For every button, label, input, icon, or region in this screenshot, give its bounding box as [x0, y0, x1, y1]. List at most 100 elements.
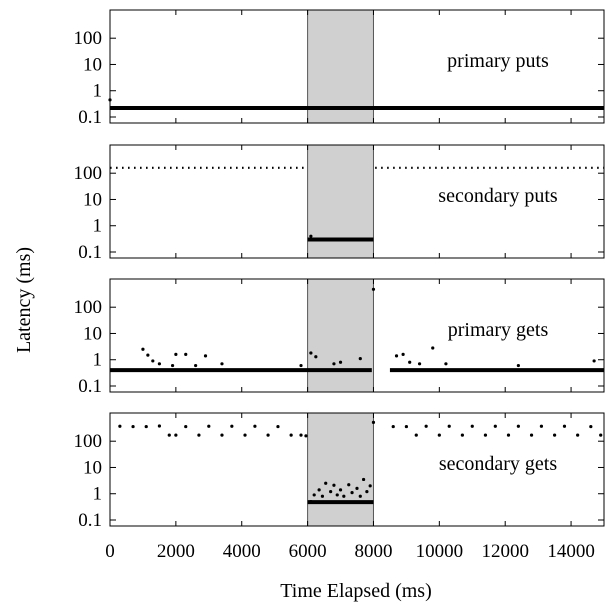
data-point — [304, 434, 308, 438]
data-point — [355, 486, 359, 490]
data-point — [329, 490, 333, 494]
data-point — [299, 363, 303, 368]
panel-frame — [109, 278, 605, 393]
data-point — [118, 424, 122, 428]
data-point — [314, 355, 318, 359]
y-tick-label: 10 — [83, 54, 102, 75]
data-point — [317, 488, 321, 492]
data-point — [203, 354, 208, 358]
data-point — [141, 347, 145, 351]
y-tick-label: 1 — [93, 484, 103, 505]
panel-3: 0.1 1 10 100 primary gets — [74, 278, 605, 397]
data-point — [324, 481, 328, 485]
data-point — [157, 424, 161, 428]
data-point — [401, 352, 405, 356]
data-point — [483, 433, 488, 437]
data-point — [358, 494, 362, 498]
data-point — [338, 360, 343, 364]
shaded-region — [307, 10, 374, 123]
data-point — [332, 362, 336, 366]
data-point — [358, 357, 362, 361]
y-tick-label: 1 — [93, 81, 103, 102]
data-point — [460, 433, 464, 437]
data-point — [243, 433, 247, 437]
x-tick-label: 0 — [105, 541, 115, 562]
data-point — [553, 433, 557, 437]
data-point — [194, 363, 198, 368]
data-point — [361, 477, 366, 482]
data-point — [404, 424, 408, 429]
data-point — [289, 433, 293, 437]
data-point — [371, 420, 376, 424]
data-point — [174, 352, 178, 356]
data-point — [151, 359, 155, 363]
data-point — [350, 491, 354, 495]
data-point — [157, 362, 161, 366]
data-point — [342, 494, 346, 498]
data-point — [144, 424, 148, 429]
y-tick-label: 10 — [83, 189, 102, 210]
x-tick-label: 14000 — [547, 541, 595, 562]
data-point — [332, 483, 336, 487]
panel-2: 0.1 1 10 100 secondary puts — [74, 144, 605, 263]
data-point — [220, 362, 224, 366]
panel-frame — [109, 9, 605, 124]
data-point — [589, 424, 593, 429]
x-tick-label: 2000 — [157, 541, 195, 562]
panel-label: secondary puts — [438, 185, 558, 207]
data-point — [408, 360, 412, 364]
data-point — [276, 424, 280, 429]
data-point — [365, 490, 369, 494]
data-point — [391, 424, 395, 429]
data-point — [470, 424, 474, 428]
x-tick-label: 6000 — [289, 541, 327, 562]
data-point — [592, 359, 596, 363]
data-point — [516, 424, 520, 428]
y-tick-label: 0.1 — [78, 376, 102, 397]
data-point — [197, 433, 201, 437]
data-point — [371, 287, 376, 291]
data-point — [230, 424, 234, 428]
y-axis-title: Latency (ms) — [13, 247, 35, 353]
y-tick-label: 1 — [93, 350, 103, 371]
y-tick-label: 100 — [74, 431, 103, 452]
data-point — [338, 488, 343, 492]
data-point — [309, 234, 313, 238]
y-tick-label: 0.1 — [78, 242, 102, 263]
x-tick-label: 10000 — [416, 541, 464, 562]
data-point — [131, 424, 135, 429]
data-point — [207, 424, 211, 428]
panel-frame — [109, 412, 605, 527]
x-axis-title: Time Elapsed (ms) — [280, 580, 431, 602]
data-point — [539, 424, 544, 428]
panel-label: primary gets — [448, 319, 549, 341]
data-point — [529, 433, 534, 437]
x-tick-label: 8000 — [354, 541, 392, 562]
data-point — [368, 484, 372, 488]
panel-1: 0.1 1 10 100 primary puts — [74, 9, 605, 128]
data-point — [576, 433, 580, 437]
data-point — [417, 362, 422, 366]
data-point — [437, 433, 441, 437]
y-tick-label: 10 — [83, 323, 102, 344]
y-tick-label: 100 — [74, 28, 103, 49]
data-point — [506, 433, 511, 437]
data-point — [444, 362, 448, 366]
panel-4: 0.1 1 10 100 secondary gets — [74, 412, 605, 531]
data-point — [299, 433, 303, 437]
data-point — [146, 353, 150, 357]
data-point — [562, 424, 567, 428]
shaded-region — [307, 279, 374, 392]
data-point — [447, 424, 451, 428]
data-point — [394, 354, 399, 358]
y-tick-label: 10 — [83, 457, 102, 478]
data-point — [335, 493, 339, 497]
data-point — [220, 433, 224, 437]
y-tick-label: 1 — [93, 216, 103, 237]
data-point — [414, 433, 418, 437]
data-point — [184, 352, 188, 356]
data-point — [184, 424, 188, 429]
data-point — [493, 424, 497, 428]
